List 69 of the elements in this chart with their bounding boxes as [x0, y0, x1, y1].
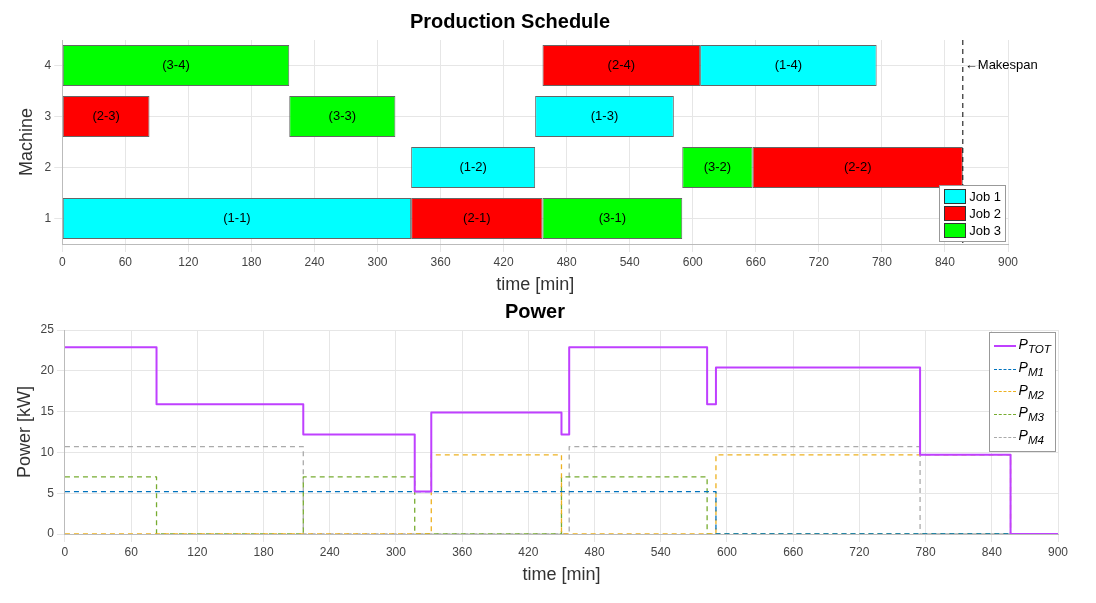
legend-label: P$_{M1}$ [1018, 357, 1045, 380]
x-axis-title: time [min] [522, 564, 601, 585]
chart-title: Production Schedule [409, 9, 611, 32]
x-tick-label: 120 [178, 254, 199, 269]
y-tick-label: 4 [44, 57, 52, 72]
data-label: (3-3) [328, 108, 357, 124]
data-label: (2-3) [92, 108, 120, 124]
x-tick-label: 660 [783, 544, 804, 559]
ref-line-label: ←Makespan [964, 57, 1038, 73]
data-label: (1-3) [590, 108, 619, 124]
x-tick-label: 0 [58, 254, 66, 269]
y-tick-label: 15 [40, 403, 55, 418]
data-label: (3-4) [162, 57, 190, 73]
y-tick-label: 10 [40, 444, 55, 459]
y-tick-label: 0 [47, 526, 55, 541]
y-tick-label: 3 [44, 108, 52, 123]
x-tick-label: 780 [915, 544, 936, 559]
x-tick-label: 900 [997, 254, 1019, 269]
x-tick-label: 360 [430, 254, 451, 269]
x-tick-label: 900 [1047, 544, 1069, 559]
x-tick-label: 180 [253, 544, 274, 559]
x-tick-label: 600 [716, 544, 738, 559]
y-tick-label: 2 [44, 159, 52, 174]
chart-title: Power [504, 299, 566, 322]
x-tick-label: 120 [187, 544, 208, 559]
data-label: (2-1) [463, 210, 491, 226]
x-axis-title: time [min] [496, 274, 575, 295]
x-tick-label: 540 [650, 544, 672, 559]
x-tick-label: 420 [493, 254, 514, 269]
y-tick-label: 5 [47, 485, 55, 500]
y-tick-label: 25 [40, 322, 55, 337]
x-tick-label: 300 [385, 544, 407, 559]
x-tick-label: 720 [808, 254, 830, 269]
data-label: (2-4) [607, 57, 636, 73]
data-label: (1-1) [223, 210, 251, 226]
x-tick-label: 360 [452, 544, 473, 559]
legend-label: P$_{M3}$ [1018, 403, 1045, 426]
x-tick-label: 60 [124, 544, 139, 559]
data-label: (2-2) [844, 159, 872, 175]
x-tick-label: 240 [319, 544, 341, 559]
legend-label: P$_{TOT}$ [1018, 335, 1051, 357]
y-axis-title: Power [kW] [13, 385, 34, 479]
legend-label: P$_{M4}$ [1018, 426, 1045, 448]
data-label: (3-2) [703, 159, 732, 175]
legend-label: P$_{M2}$ [1018, 380, 1045, 403]
y-tick-label: 20 [40, 363, 55, 378]
data-label: (3-1) [598, 210, 627, 226]
x-tick-label: 180 [241, 254, 262, 269]
x-tick-label: 540 [619, 254, 641, 269]
x-tick-label: 660 [745, 254, 767, 269]
x-tick-label: 480 [556, 254, 577, 269]
legend-label: Job 2 [969, 205, 1001, 222]
x-tick-label: 420 [518, 544, 539, 559]
x-tick-label: 240 [304, 254, 325, 269]
legend-label: Job 3 [969, 222, 1001, 239]
x-tick-label: 780 [871, 254, 893, 269]
x-tick-label: 840 [934, 254, 956, 269]
x-tick-label: 840 [981, 544, 1003, 559]
data-label: (1-2) [459, 159, 487, 175]
data-label: (1-4) [774, 57, 803, 73]
x-tick-label: 60 [118, 254, 133, 269]
x-tick-label: 720 [849, 544, 870, 559]
x-tick-label: 480 [584, 544, 605, 559]
y-tick-label: 1 [44, 210, 52, 225]
x-tick-label: 600 [682, 254, 704, 269]
x-tick-label: 300 [367, 254, 388, 269]
x-tick-label: 0 [61, 544, 69, 559]
y-axis-title: Machine [15, 107, 36, 177]
legend-label: Job 1 [969, 188, 1001, 205]
